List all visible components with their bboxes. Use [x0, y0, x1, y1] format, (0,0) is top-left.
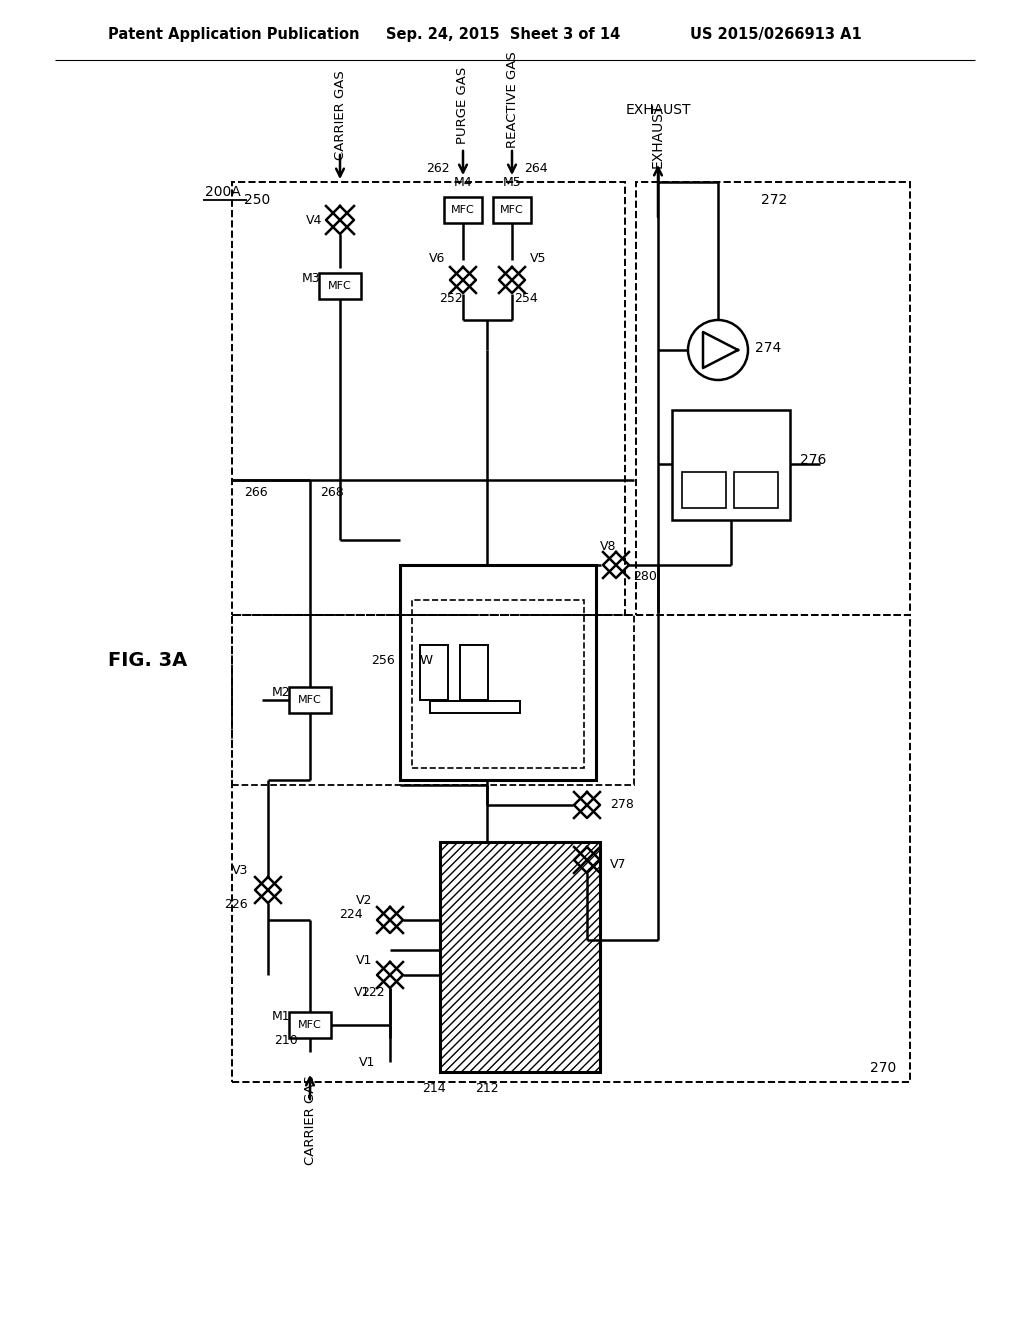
Bar	[440, 842, 600, 1072]
Bar	[672, 411, 790, 520]
Text: Sep. 24, 2015  Sheet 3 of 14: Sep. 24, 2015 Sheet 3 of 14	[386, 28, 621, 42]
Text: REACTIVE GAS: REACTIVE GAS	[506, 51, 518, 148]
Bar	[232, 182, 625, 615]
Bar	[460, 645, 488, 700]
Bar	[412, 601, 584, 768]
Bar	[682, 473, 726, 508]
Bar	[636, 182, 910, 615]
Text: 254: 254	[514, 292, 538, 305]
Bar	[444, 197, 482, 223]
Text: V3: V3	[231, 863, 248, 876]
Text: MFC: MFC	[328, 281, 352, 290]
Text: EXHAUST: EXHAUST	[651, 102, 665, 168]
Text: 262: 262	[426, 161, 450, 174]
Text: V1: V1	[358, 1056, 375, 1068]
Text: 200A: 200A	[205, 185, 241, 199]
Text: 280: 280	[633, 570, 656, 583]
Text: M4: M4	[454, 176, 472, 189]
Text: US 2015/0266913 A1: US 2015/0266913 A1	[690, 28, 862, 42]
Text: 252: 252	[439, 292, 463, 305]
Text: M3: M3	[301, 272, 319, 285]
Text: MFC: MFC	[298, 696, 322, 705]
Text: Patent Application Publication: Patent Application Publication	[108, 28, 359, 42]
Text: 256: 256	[372, 653, 395, 667]
Text: M2: M2	[271, 685, 290, 698]
Bar	[734, 473, 778, 508]
Text: 212: 212	[475, 1081, 499, 1094]
Text: 276: 276	[800, 453, 826, 467]
Text: CARRIER GAS: CARRIER GAS	[334, 70, 346, 160]
Text: 270: 270	[869, 1061, 896, 1074]
Bar	[232, 615, 634, 785]
Bar	[289, 1012, 331, 1038]
Text: MFC: MFC	[500, 205, 524, 215]
Text: 226: 226	[224, 899, 248, 912]
Text: V1: V1	[353, 986, 370, 998]
Text: PURGE GAS: PURGE GAS	[457, 66, 469, 144]
Text: EXHAUST: EXHAUST	[626, 103, 691, 117]
Bar	[289, 686, 331, 713]
Text: 278: 278	[610, 799, 634, 812]
Text: V6: V6	[429, 252, 445, 264]
Text: CARRIER GAS: CARRIER GAS	[303, 1074, 316, 1164]
Text: 264: 264	[524, 161, 548, 174]
Text: 224: 224	[339, 908, 362, 921]
Text: 222: 222	[361, 986, 385, 998]
Bar	[232, 615, 910, 1082]
Text: V8: V8	[600, 540, 616, 553]
Text: V1: V1	[355, 953, 372, 966]
Text: V4: V4	[305, 214, 322, 227]
Bar	[319, 273, 361, 300]
Bar	[493, 197, 531, 223]
Text: 266: 266	[244, 486, 267, 499]
Text: V2: V2	[355, 894, 372, 907]
Text: FIG. 3A: FIG. 3A	[109, 651, 187, 669]
Text: M5: M5	[503, 176, 521, 189]
Text: MFC: MFC	[298, 1020, 322, 1030]
Text: 274: 274	[755, 341, 781, 355]
Text: V7: V7	[610, 858, 627, 871]
Bar	[420, 645, 449, 700]
Text: 250: 250	[244, 193, 270, 207]
Text: 210: 210	[274, 1034, 298, 1047]
Text: V5: V5	[530, 252, 547, 264]
Text: 268: 268	[319, 486, 344, 499]
Text: 272: 272	[761, 193, 787, 207]
Bar	[430, 701, 520, 713]
Text: W: W	[420, 653, 432, 667]
Text: MFC: MFC	[452, 205, 475, 215]
Text: 214: 214	[422, 1081, 445, 1094]
Text: M1: M1	[271, 1011, 290, 1023]
Bar	[400, 565, 596, 780]
